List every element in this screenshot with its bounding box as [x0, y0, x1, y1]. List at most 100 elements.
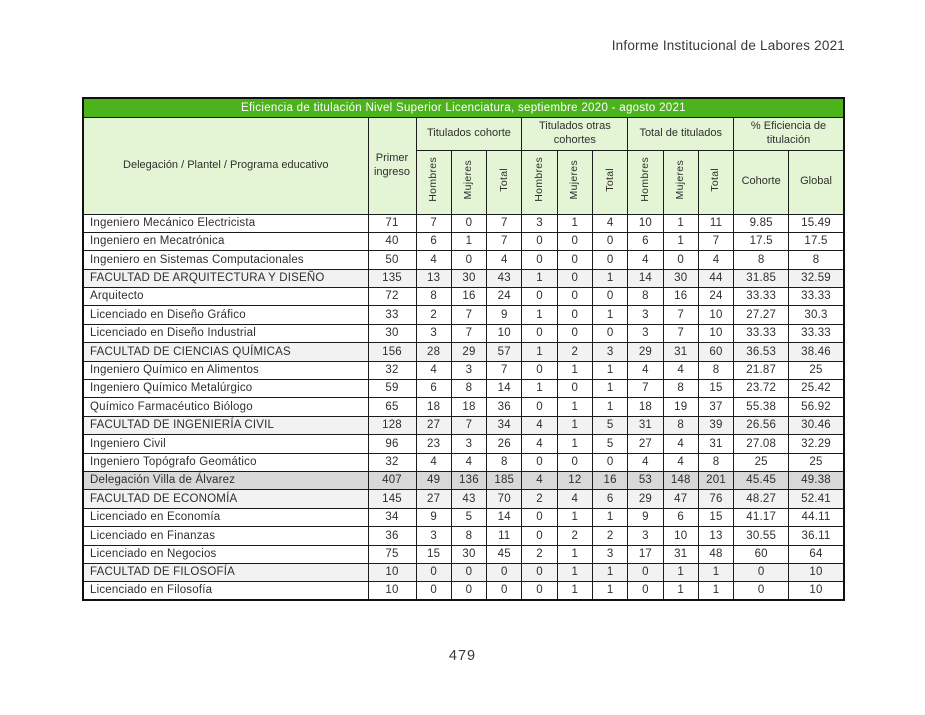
value-cell: 15.49	[788, 213, 845, 233]
value-cell: 45	[486, 544, 523, 564]
col-header-cohorte-mujeres: Mujeres	[450, 149, 488, 215]
group-header-eficiencia-titulacion: % Eficiencia de titulación	[733, 116, 845, 151]
value-cell: 17.5	[788, 231, 845, 252]
value-cell: 10	[486, 323, 523, 344]
value-cell: 5	[450, 507, 488, 528]
value-cell: 41.17	[733, 507, 790, 528]
value-cell: 0	[591, 287, 629, 307]
value-cell: 13	[697, 526, 735, 546]
value-cell: 3	[627, 526, 664, 546]
value-cell: 0	[591, 231, 629, 252]
value-cell: 9	[486, 305, 523, 325]
value-cell: 18	[415, 397, 452, 417]
value-cell: 27	[627, 434, 664, 454]
value-cell: 27.08	[733, 434, 790, 454]
value-cell: 0	[521, 250, 558, 270]
value-cell: 8	[788, 250, 845, 270]
value-cell: 5	[591, 434, 629, 454]
vertical-label: Hombres	[638, 157, 651, 202]
table-row: Ingeniero Químico en Alimentos 32 4 3 7 0 1 1 4 4…	[82, 360, 845, 381]
value-cell: 24	[486, 287, 523, 307]
value-cell: 17	[627, 544, 664, 564]
col-header-program: Delegación / Plantel / Programa educativ…	[82, 116, 369, 215]
value-cell: 10	[627, 213, 664, 233]
value-cell: 0	[521, 452, 558, 472]
value-cell: 33.33	[733, 287, 790, 307]
vertical-label: Mujeres	[462, 159, 475, 200]
value-cell: 3	[591, 544, 629, 564]
value-cell: 4	[415, 250, 452, 270]
value-cell: 6	[662, 507, 699, 528]
value-cell: 0	[556, 323, 593, 344]
value-cell: 6	[415, 231, 452, 252]
value-cell: 10	[788, 562, 845, 583]
value-cell: 4	[556, 489, 593, 509]
value-cell: 0	[415, 581, 452, 601]
value-cell: 0	[733, 562, 790, 583]
vertical-label: Total	[603, 167, 616, 192]
value-cell: 2	[415, 305, 452, 325]
value-cell: 32.29	[788, 434, 845, 454]
value-cell: 0	[556, 287, 593, 307]
value-cell: 5	[591, 415, 629, 436]
value-cell: 0	[627, 562, 664, 583]
value-cell: 9	[627, 507, 664, 528]
program-name-cell: Ingeniero en Mecatrónica	[82, 231, 369, 252]
value-cell: 30	[367, 323, 417, 344]
value-cell: 4	[697, 250, 735, 270]
value-cell: 11	[486, 526, 523, 546]
table-row: FACULTAD DE FILOSOFÍA 10 0 0 0 0 1 1 0 1 1 0 10	[82, 562, 845, 583]
value-cell: 39	[697, 415, 735, 436]
program-name-cell: Delegación Villa de Álvarez	[82, 470, 369, 491]
table-row: Ingeniero Mecánico Electricista 71 7 0 7 3 1 4 1…	[82, 213, 845, 233]
value-cell: 59	[367, 379, 417, 399]
value-cell: 15	[697, 507, 735, 528]
value-cell: 4	[627, 452, 664, 472]
table-row: Ingeniero Civil 96 23 3 26 4 1 5 27 4 31 27.08 32.29	[82, 434, 845, 454]
value-cell: 4	[521, 434, 558, 454]
value-cell: 21.87	[733, 360, 790, 381]
value-cell: 7	[450, 323, 488, 344]
value-cell: 8	[450, 379, 488, 399]
value-cell: 16	[662, 287, 699, 307]
program-name-cell: FACULTAD DE INGENIERÍA CIVIL	[82, 415, 369, 436]
value-cell: 31.85	[733, 268, 790, 289]
value-cell: 0	[521, 397, 558, 417]
value-cell: 3	[627, 323, 664, 344]
value-cell: 0	[556, 250, 593, 270]
value-cell: 16	[591, 470, 629, 491]
value-cell: 0	[556, 231, 593, 252]
value-cell: 33.33	[788, 287, 845, 307]
value-cell: 1	[591, 360, 629, 381]
group-header-titulados-otras-cohortes: Titulados otras cohortes	[521, 116, 629, 151]
value-cell: 3	[450, 360, 488, 381]
value-cell: 2	[521, 489, 558, 509]
value-cell: 28	[415, 342, 452, 362]
value-cell: 4	[450, 452, 488, 472]
value-cell: 49.38	[788, 470, 845, 491]
table-group-header-row: Delegación / Plantel / Programa educativ…	[82, 116, 845, 215]
value-cell: 7	[415, 213, 452, 233]
value-cell: 26.56	[733, 415, 790, 436]
value-cell: 14	[486, 379, 523, 399]
table-row: Licenciado en Filosofía 10 0 0 0 0 1 1 0 1 1 0 10	[82, 581, 845, 601]
program-name-cell: FACULTAD DE ARQUITECTURA Y DISEÑO	[82, 268, 369, 289]
vertical-label: Hombres	[427, 157, 440, 202]
value-cell: 1	[556, 434, 593, 454]
table-row: FACULTAD DE ARQUITECTURA Y DISEÑO 135 13 30…	[82, 268, 845, 289]
program-name-cell: Ingeniero Químico Metalúrgico	[82, 379, 369, 399]
value-cell: 3	[591, 342, 629, 362]
value-cell: 0	[415, 562, 452, 583]
col-header-total-total: Total	[697, 149, 735, 215]
value-cell: 1	[521, 305, 558, 325]
value-cell: 1	[591, 562, 629, 583]
value-cell: 55.38	[733, 397, 790, 417]
value-cell: 23	[415, 434, 452, 454]
vertical-label: Mujeres	[568, 159, 581, 200]
value-cell: 31	[697, 434, 735, 454]
value-cell: 4	[415, 360, 452, 381]
value-cell: 3	[521, 213, 558, 233]
value-cell: 9	[415, 507, 452, 528]
value-cell: 18	[450, 397, 488, 417]
value-cell: 18	[627, 397, 664, 417]
